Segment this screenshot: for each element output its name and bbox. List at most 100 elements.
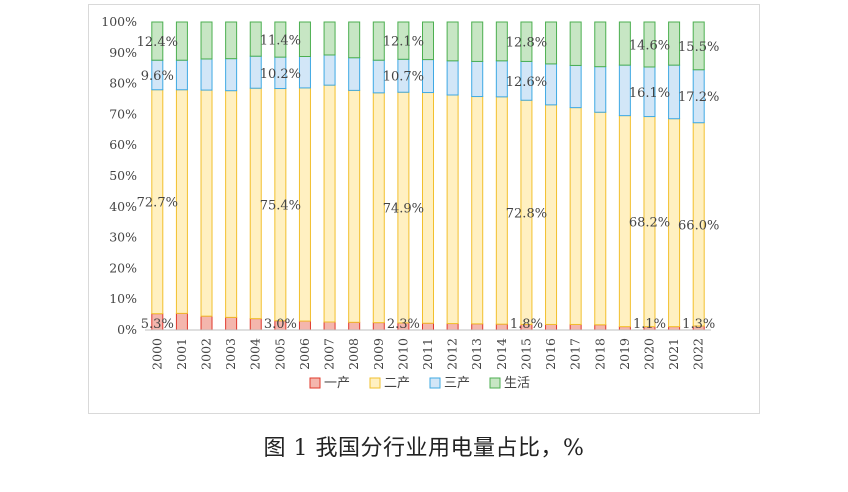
y-tick-label: 60% <box>109 137 137 152</box>
bar-segment <box>471 323 484 331</box>
stacked-bar-chart: 0%10%20%30%40%50%60%70%80%90%100% 2000 20… <box>101 14 720 391</box>
bar-segment <box>225 21 238 60</box>
bar-segment <box>594 21 607 68</box>
bar-segment <box>225 58 238 92</box>
bar-segment <box>495 21 508 62</box>
bar-segment <box>618 21 631 66</box>
bar-segment <box>298 87 311 322</box>
y-tick-label: 30% <box>109 230 137 245</box>
bar-segment <box>569 21 582 66</box>
legend-label: 二产 <box>384 376 410 391</box>
y-tick-label: 50% <box>109 168 137 183</box>
data-label: 1.3% <box>682 317 715 332</box>
data-label: 17.2% <box>678 90 719 105</box>
bar-segment <box>446 60 459 96</box>
bar-segment <box>643 21 656 68</box>
x-tick-label: 2009 <box>371 338 386 370</box>
data-label: 75.4% <box>260 199 301 214</box>
bar-segment <box>348 57 361 91</box>
x-tick-label: 2003 <box>223 338 238 370</box>
bar-segment <box>348 89 361 323</box>
bar-segment <box>471 60 484 98</box>
bar-segment <box>298 21 311 57</box>
x-tick-label: 2020 <box>641 338 656 370</box>
x-tick-label: 2005 <box>272 338 287 370</box>
x-tick-label: 2000 <box>149 338 164 370</box>
bar-segment <box>422 59 434 94</box>
legend-swatch <box>489 377 501 389</box>
x-tick-label: 2019 <box>617 338 632 370</box>
x-tick-label: 2013 <box>469 338 484 370</box>
x-tick-label: 2018 <box>592 338 607 370</box>
bar-segment <box>200 21 213 60</box>
bar-segment <box>618 326 631 331</box>
bar-segment <box>175 59 188 91</box>
bar-segment <box>692 21 705 71</box>
bar-segment <box>323 54 336 86</box>
x-tick-label: 2004 <box>248 338 263 370</box>
x-tick-label: 2012 <box>445 338 460 370</box>
legend-swatch <box>369 377 381 389</box>
legend-swatch <box>429 377 441 389</box>
x-tick-label: 2021 <box>666 338 681 370</box>
y-axis-ticks: 0% 10% 20% 30% 40% 50% 60% 70% 80% 90% 100% <box>101 14 137 337</box>
data-label: 10.7% <box>383 70 424 85</box>
data-label: 72.8% <box>506 206 547 221</box>
y-tick-label: 90% <box>109 45 137 60</box>
y-tick-label: 40% <box>109 199 137 214</box>
x-tick-label: 2008 <box>346 338 361 370</box>
legend: 一产 二产 三产 生活 <box>309 376 530 391</box>
bar-segment <box>225 90 238 318</box>
bar-segment <box>175 312 188 331</box>
bar-segment <box>249 318 262 331</box>
bar-segment <box>471 96 484 325</box>
bar-segment <box>348 21 361 59</box>
bar-segment <box>545 104 558 325</box>
bar-segment <box>298 320 311 331</box>
y-tick-label: 20% <box>109 260 137 275</box>
bar-segment <box>545 63 558 106</box>
y-tick-label: 80% <box>109 76 137 91</box>
data-label: 10.2% <box>260 67 301 82</box>
bar-segment <box>175 21 188 61</box>
data-label: 16.1% <box>629 86 670 101</box>
bar-segment <box>151 21 164 61</box>
x-tick-label: 2015 <box>518 338 533 370</box>
data-label: 72.7% <box>137 196 178 211</box>
data-labels: 5.3% 3.0% 2.3% 1.8% 1.1% 1.3% 72.7% 75.4% 74.9% 7… <box>137 34 720 332</box>
bar-segment <box>422 92 434 324</box>
data-label: 12.6% <box>506 75 547 90</box>
legend-label: 一产 <box>324 376 350 391</box>
legend-swatch <box>309 377 321 389</box>
bar-segment <box>323 84 336 323</box>
data-label: 12.8% <box>506 36 547 51</box>
y-tick-label: 100% <box>101 14 137 29</box>
bar-segment <box>520 21 533 62</box>
bar-segment <box>668 326 681 331</box>
x-tick-label: 2006 <box>297 338 312 370</box>
x-tick-label: 2022 <box>691 338 706 370</box>
legend-label: 生活 <box>504 376 530 391</box>
data-label: 5.3% <box>141 317 174 332</box>
bars <box>151 21 705 331</box>
legend-label: 三产 <box>444 376 470 391</box>
data-label: 11.4% <box>260 34 301 49</box>
data-label: 15.5% <box>678 40 719 55</box>
bar-segment <box>594 111 607 326</box>
bar-segment <box>569 323 582 331</box>
data-label: 12.1% <box>383 35 424 50</box>
bar-segment <box>495 323 508 331</box>
data-label: 66.0% <box>678 218 719 233</box>
bar-segment <box>200 315 213 331</box>
x-tick-label: 2001 <box>174 338 189 370</box>
data-label: 14.6% <box>629 38 670 53</box>
bar-segment <box>569 107 582 325</box>
bar-segment <box>422 21 434 61</box>
data-label: 3.0% <box>264 317 297 332</box>
bar-segment <box>422 322 434 331</box>
x-tick-label: 2007 <box>322 338 337 370</box>
bar-segment <box>175 89 188 314</box>
bar-segment <box>471 21 484 62</box>
y-tick-label: 10% <box>109 291 137 306</box>
data-label: 2.3% <box>387 317 420 332</box>
